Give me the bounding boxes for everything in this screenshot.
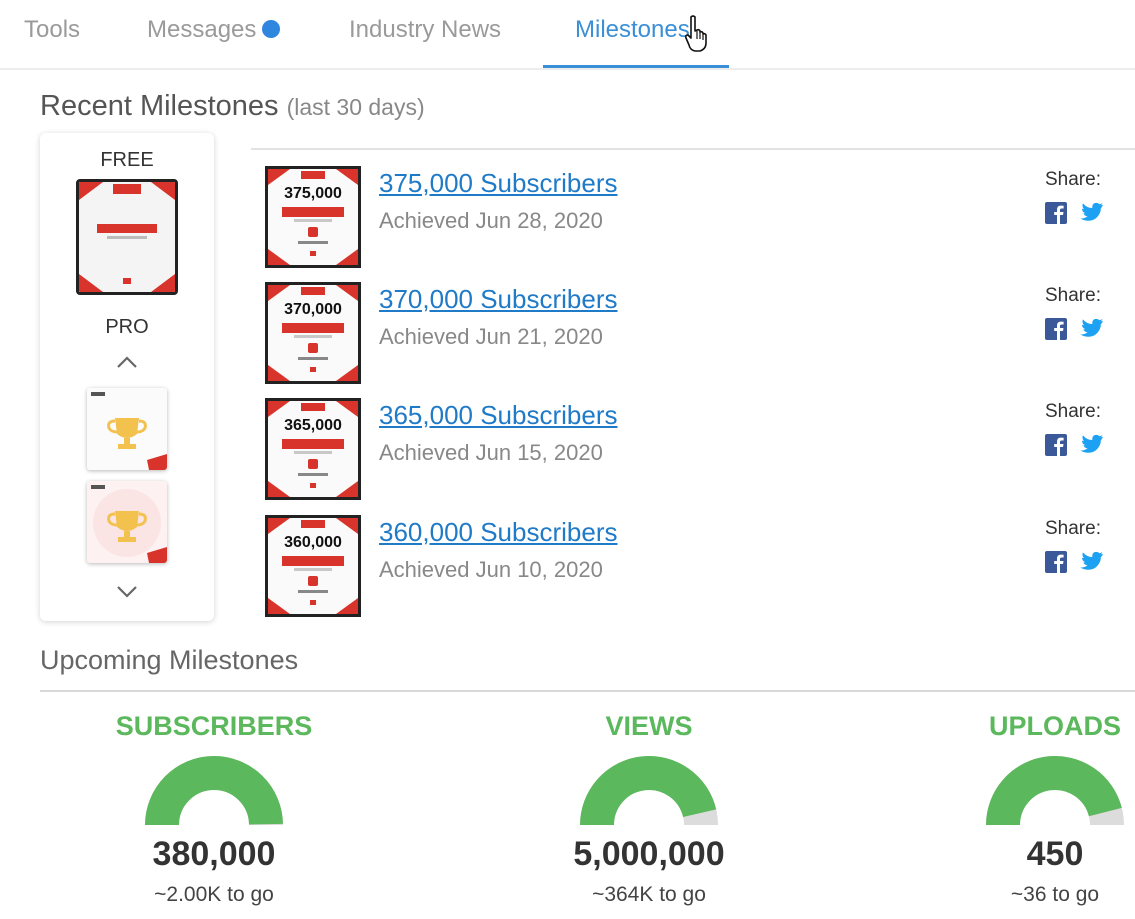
gauge-remaining: ~2.00K to go	[154, 883, 274, 906]
gauge-progress-fill	[580, 756, 717, 826]
milestone-row: 370,000 370,000 Subscribers Achieved Jun…	[265, 282, 1135, 384]
recent-milestones-subtitle: (last 30 days)	[286, 94, 425, 120]
twitter-share-icon[interactable]	[1077, 551, 1103, 573]
gauge-progress-fill	[145, 755, 283, 826]
certificate-number: 375,000	[284, 185, 342, 202]
tab-messages-label: Messages	[147, 16, 257, 43]
uploads-gauge: UPLOADS 450 ~36 to go	[925, 705, 1135, 919]
trophy-icon	[87, 388, 167, 470]
gauge-target-value: 450	[1026, 835, 1084, 873]
tab-milestones-label: Milestones	[575, 16, 690, 43]
facebook-share-icon[interactable]	[1045, 318, 1067, 340]
active-tab-indicator	[543, 65, 729, 68]
subscribers-gauge: SUBSCRIBERS 380,000 ~2.00K to go	[84, 705, 344, 919]
milestone-title-link[interactable]: 360,000 Subscribers	[379, 517, 618, 547]
milestone-certificate[interactable]: 360,000	[265, 515, 361, 617]
free-certificate-thumbnail[interactable]	[76, 179, 178, 295]
share-label: Share:	[1045, 518, 1101, 539]
milestone-date: Achieved Jun 21, 2020	[379, 324, 603, 349]
gauge-remaining: ~364K to go	[592, 883, 706, 906]
tab-bar: Tools Messages Industry News Milestones	[0, 0, 1135, 70]
certificate-artwork-icon	[268, 285, 358, 381]
certificate-number: 360,000	[284, 534, 342, 551]
facebook-share-icon[interactable]	[1045, 434, 1067, 456]
free-label: FREE	[100, 149, 154, 171]
gauge-label: VIEWS	[605, 711, 693, 741]
pro-certificate-thumbnail[interactable]	[87, 481, 167, 563]
milestone-title-link[interactable]: 375,000 Subscribers	[379, 168, 618, 198]
certificate-artwork-icon	[268, 518, 358, 614]
gauge-label: SUBSCRIBERS	[115, 711, 313, 741]
certificate-number: 370,000	[284, 301, 342, 318]
milestone-title-link[interactable]: 365,000 Subscribers	[379, 400, 618, 430]
milestone-date: Achieved Jun 10, 2020	[379, 557, 603, 582]
milestone-row: 375,000 375,000 Subscribers Achieved Jun…	[265, 166, 1135, 268]
twitter-share-icon[interactable]	[1077, 202, 1103, 224]
views-gauge: VIEWS 5,000,000 ~364K to go	[519, 705, 779, 919]
pro-label: PRO	[105, 316, 149, 338]
twitter-share-icon[interactable]	[1077, 434, 1103, 456]
progress-gauge-icon	[580, 756, 718, 826]
certificate-artwork-icon	[79, 182, 175, 292]
tab-messages[interactable]: Messages	[147, 16, 281, 44]
share-label: Share:	[1045, 285, 1101, 306]
milestone-list-divider	[251, 148, 1135, 150]
gauge-label: UPLOADS	[988, 711, 1121, 741]
tab-industry-news-label: Industry News	[349, 16, 502, 43]
tab-tools-label: Tools	[24, 16, 81, 43]
certificate-artwork-icon	[268, 169, 358, 265]
trophy-icon	[87, 481, 167, 563]
recent-milestones-heading: Recent Milestones (last 30 days)	[40, 90, 425, 123]
twitter-share-icon[interactable]	[1077, 318, 1103, 340]
tab-tools[interactable]: Tools	[24, 16, 80, 44]
progress-gauge-icon	[145, 755, 283, 826]
milestone-title-link[interactable]: 370,000 Subscribers	[379, 284, 618, 314]
milestone-date: Achieved Jun 15, 2020	[379, 440, 603, 465]
milestone-row: 365,000 365,000 Subscribers Achieved Jun…	[265, 398, 1135, 500]
tab-milestones[interactable]: Milestones	[575, 16, 690, 44]
chevron-down-icon[interactable]	[115, 585, 139, 599]
milestone-certificate[interactable]: 375,000	[265, 166, 361, 268]
gauge-progress-fill	[986, 756, 1122, 826]
gauge-target-value: 380,000	[152, 835, 276, 873]
upcoming-divider	[40, 690, 1135, 692]
facebook-share-icon[interactable]	[1045, 202, 1067, 224]
certificate-artwork-icon	[268, 401, 358, 497]
share-label: Share:	[1045, 401, 1101, 422]
tab-industry-news[interactable]: Industry News	[349, 16, 501, 44]
facebook-share-icon[interactable]	[1045, 551, 1067, 573]
pro-certificate-thumbnail[interactable]	[87, 388, 167, 470]
milestone-row: 360,000 360,000 Subscribers Achieved Jun…	[265, 515, 1135, 617]
certificate-number: 365,000	[284, 417, 342, 434]
milestone-certificate[interactable]: 370,000	[265, 282, 361, 384]
unread-dot-icon	[262, 20, 281, 38]
upcoming-milestones-title: Upcoming Milestones	[40, 645, 299, 675]
recent-milestones-title: Recent Milestones	[40, 90, 279, 122]
milestone-date: Achieved Jun 28, 2020	[379, 208, 603, 233]
gauge-remaining: ~36 to go	[1010, 883, 1100, 906]
chevron-up-icon[interactable]	[115, 355, 139, 369]
share-label: Share:	[1045, 169, 1101, 190]
milestone-certificate[interactable]: 365,000	[265, 398, 361, 500]
gauge-target-value: 5,000,000	[573, 835, 725, 873]
hand-pointer-cursor-icon	[684, 15, 707, 52]
progress-gauge-icon	[986, 756, 1124, 826]
certificate-template-panel: FREE PRO	[40, 133, 214, 621]
